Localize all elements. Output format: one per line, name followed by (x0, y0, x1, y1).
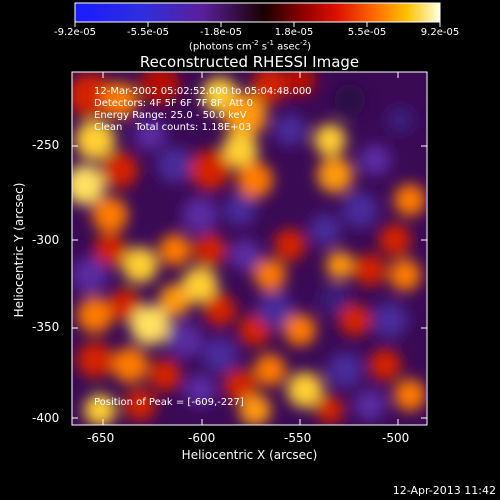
heat-blob (237, 162, 273, 198)
x-axis-label: Heliocentric X (arcsec) (181, 448, 318, 462)
heat-blob (284, 314, 316, 346)
colorbar-units: (photons cm-2 s-1 asec-2) (188, 39, 312, 53)
x-tick-label: -550 (284, 431, 312, 445)
heat-blob (190, 150, 230, 190)
heat-blob (386, 106, 414, 134)
heat-blob (122, 247, 158, 283)
colorbar-tick-label: 9.2e-05 (420, 27, 460, 38)
info-line-detectors: Detectors: 4F 5F 6F 7F 8F, Att 0 (94, 98, 254, 109)
heat-blob (319, 284, 351, 316)
heat-blob (222, 132, 258, 168)
x-tick-label: -600 (188, 431, 216, 445)
heat-blob (167, 322, 203, 358)
footer-timestamp: 12-Apr-2013 11:42 (392, 484, 496, 497)
heat-blob (309, 214, 341, 246)
heat-blob (239, 394, 271, 425)
heat-blob (92, 197, 128, 233)
heat-blob (379, 224, 411, 256)
heat-blob (72, 165, 105, 205)
y-tick-label: -350 (32, 320, 60, 334)
image-title: Reconstructed RHESSI Image (139, 53, 360, 71)
heat-blob (77, 297, 113, 333)
heat-blob (202, 337, 238, 373)
heat-blob (77, 342, 113, 378)
heat-blob (159, 234, 191, 266)
colorbar-tick-label: -9.2e-05 (54, 27, 96, 38)
colorbar-tick-label: -1.8e-05 (200, 27, 242, 38)
heat-blob (274, 114, 306, 146)
heat-blob (94, 234, 126, 266)
heat-blob (194, 234, 226, 266)
heat-blob (223, 93, 267, 137)
heat-blob (84, 394, 116, 425)
heat-blob (287, 372, 323, 408)
heat-blob (342, 192, 378, 228)
heat-blob (224, 194, 256, 226)
heat-blob (157, 147, 193, 183)
heat-blob (72, 73, 112, 117)
heat-blob (394, 184, 426, 216)
heat-blob (254, 354, 286, 386)
heat-blob (257, 292, 293, 328)
heat-blob (182, 197, 218, 233)
colorbar-ticks (74, 22, 441, 27)
heat-blob (284, 72, 316, 96)
heat-blob (394, 379, 426, 411)
heat-blob (389, 259, 421, 291)
colorbar-tick-label: -5.5e-05 (127, 27, 169, 38)
heat-blob (72, 257, 108, 293)
heat-blob (274, 229, 306, 261)
info-line-energy: Energy Range: 25.0 - 50.0 keV (94, 110, 247, 121)
x-tick-label: -500 (382, 431, 410, 445)
heat-blob (317, 157, 353, 193)
image-panel (72, 72, 427, 425)
heat-blob (109, 289, 141, 321)
heat-blob (326, 251, 354, 279)
colorbar-tick-label: 1.8e-05 (274, 27, 314, 38)
heat-blob (229, 239, 261, 271)
y-axis-label: Heliocentric Y (arcsec) (12, 182, 26, 318)
heat-blob (134, 119, 166, 151)
heat-blob (372, 302, 408, 338)
heat-blob (140, 72, 180, 105)
y-tick-label: -400 (32, 411, 60, 425)
heat-blob (339, 304, 371, 336)
axis-ticks (72, 72, 427, 425)
heat-blob (354, 389, 386, 421)
y-tick-label: -250 (32, 138, 60, 152)
heat-blob (124, 389, 156, 421)
info-line-time: 12-Mar-2002 05:02:52.000 to 05:04:48.000 (94, 86, 312, 97)
heat-blob (112, 347, 148, 383)
heat-blob (75, 120, 115, 160)
heat-blob (327, 352, 363, 388)
heat-blob (369, 349, 401, 381)
heat-blob (102, 82, 138, 118)
heat-blob (359, 144, 391, 176)
heat-blob (354, 254, 386, 286)
heat-blob (102, 152, 138, 188)
heat-blob (182, 267, 218, 303)
heat-blob (334, 84, 366, 116)
heat-blob (149, 359, 181, 391)
heat-blob (184, 374, 216, 406)
heat-blob (130, 305, 170, 345)
heat-blob (254, 259, 286, 291)
colorbar-tick-label: 5.5e-05 (347, 27, 387, 38)
heat-blob (316, 396, 344, 424)
y-tick-label: -300 (32, 233, 60, 247)
heat-blob (159, 284, 191, 316)
peak-position: Position of Peak = [-609,-227] (94, 397, 244, 408)
heat-blob (204, 294, 236, 326)
info-line-clean: Clean Total counts: 1.18E+03 (94, 122, 252, 133)
colorbar (74, 2, 441, 23)
heat-blob (224, 369, 256, 401)
plot-frame (71, 71, 428, 426)
heat-blob (314, 124, 346, 156)
x-tick-label: -650 (87, 431, 115, 445)
heat-blob (252, 72, 288, 103)
